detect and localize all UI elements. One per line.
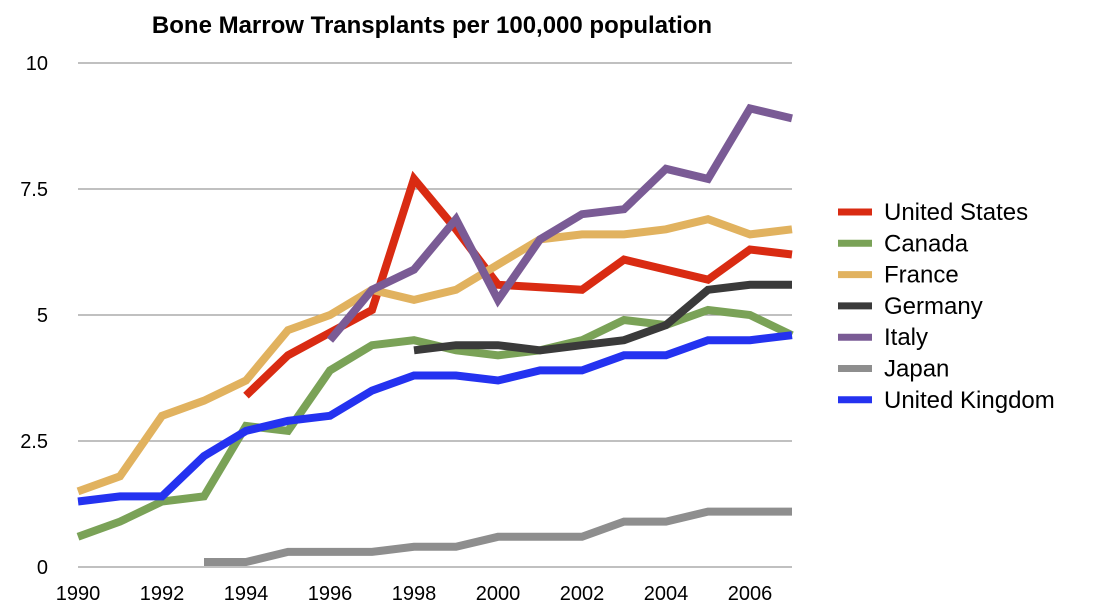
x-tick-label: 1992 <box>140 583 185 605</box>
legend-label-canada: Canada <box>884 230 969 257</box>
x-tick-label: 1990 <box>56 583 101 605</box>
x-tick-label: 2004 <box>644 583 689 605</box>
legend-label-germany: Germany <box>884 293 983 320</box>
x-tick-label: 1994 <box>224 583 269 605</box>
series-line-france <box>76 215 793 496</box>
y-tick-label: 5 <box>37 305 48 327</box>
y-tick-label: 2.5 <box>20 431 48 453</box>
legend-label-united-states: United States <box>884 199 1028 226</box>
x-tick-label: 1998 <box>392 583 437 605</box>
x-tick-label: 1996 <box>308 583 353 605</box>
y-tick-label: 0 <box>37 557 48 579</box>
legend-label-japan: Japan <box>884 356 949 383</box>
series-line-united-kingdom <box>77 331 793 506</box>
gridlines <box>78 62 792 568</box>
chart-title: Bone Marrow Transplants per 100,000 popu… <box>152 12 712 39</box>
y-axis-ticks: 0 2.5 5 7.5 10 <box>20 53 48 579</box>
series-line-italy <box>326 103 793 343</box>
x-tick-label: 2000 <box>476 583 521 605</box>
y-tick-label: 7.5 <box>20 179 48 201</box>
x-tick-label: 2006 <box>728 583 773 605</box>
legend-label-france: France <box>884 262 959 289</box>
legend-label-italy: Italy <box>884 324 928 351</box>
x-tick-label: 2002 <box>560 583 605 605</box>
legend: United States Canada France Germany Italy Jap… <box>838 199 1055 414</box>
x-axis-ticks: 1990 1992 1994 1996 1998 2000 2002 2004 2006 <box>56 583 773 605</box>
series-line-germany <box>413 280 792 355</box>
y-tick-label: 10 <box>26 53 48 75</box>
series-lines <box>76 103 794 566</box>
legend-label-united-kingdom: United Kingdom <box>884 387 1055 414</box>
series-line-japan <box>204 507 792 566</box>
